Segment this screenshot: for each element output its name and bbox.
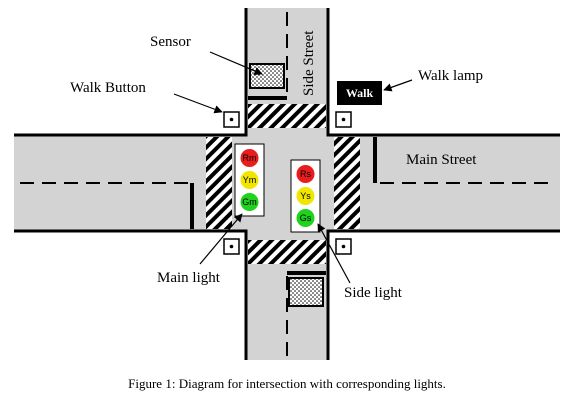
walk-button-label: Walk Button bbox=[70, 80, 146, 96]
walk-lamp-arrow bbox=[383, 79, 413, 92]
main-light-red-label: Rm bbox=[243, 153, 257, 163]
main-light-yellow bbox=[240, 171, 259, 189]
crosswalks bbox=[206, 104, 360, 264]
walk-button-arrow bbox=[173, 93, 223, 114]
annotation-arrows bbox=[173, 51, 413, 284]
sensor-north bbox=[249, 63, 285, 89]
side-light-yellow-label: Ys bbox=[300, 191, 311, 201]
side-light-arrow bbox=[317, 223, 351, 284]
side-light-green-label: Gs bbox=[300, 213, 312, 223]
side-light-yellow bbox=[296, 187, 315, 205]
main-light-arrow bbox=[199, 213, 243, 265]
walk-lamp-label: Walk lamp bbox=[418, 68, 483, 84]
main-light: Rm Ym Gm bbox=[234, 143, 265, 217]
walk-lamp-text: Walk bbox=[346, 86, 374, 100]
walk-lamp: Walk bbox=[337, 81, 382, 105]
crosswalk-south bbox=[248, 240, 326, 264]
figure-caption: Figure 1: Diagram for intersection with … bbox=[128, 376, 446, 391]
side-light-green bbox=[296, 209, 315, 227]
main-light-red bbox=[240, 149, 259, 167]
main-light-yellow-label: Ym bbox=[243, 175, 257, 185]
crosswalk-east bbox=[334, 137, 360, 229]
lane-dashes bbox=[20, 12, 556, 356]
main-light-label: Main light bbox=[157, 270, 221, 286]
side-light-label: Side light bbox=[344, 285, 403, 301]
sensor-arrow bbox=[209, 51, 263, 75]
sensor-label: Sensor bbox=[150, 34, 191, 50]
main-street-label: Main Street bbox=[406, 152, 477, 168]
crosswalk-north bbox=[248, 104, 326, 128]
side-street-label: Side Street bbox=[301, 30, 317, 96]
walk-button-sw[interactable] bbox=[223, 238, 240, 255]
sensor-south bbox=[288, 277, 324, 307]
side-light: Rs Ys Gs bbox=[290, 159, 321, 233]
crosswalk-west bbox=[206, 137, 232, 229]
side-light-red bbox=[296, 165, 315, 183]
walk-button-ne[interactable] bbox=[335, 111, 352, 128]
curbs bbox=[14, 8, 560, 360]
main-light-green bbox=[240, 193, 259, 211]
walk-button-nw[interactable] bbox=[223, 111, 240, 128]
stop-lines bbox=[190, 96, 377, 275]
side-light-red-label: Rs bbox=[300, 169, 311, 179]
main-light-green-label: Gm bbox=[242, 197, 257, 207]
walk-buttons bbox=[223, 111, 352, 255]
walk-button-se[interactable] bbox=[335, 238, 352, 255]
